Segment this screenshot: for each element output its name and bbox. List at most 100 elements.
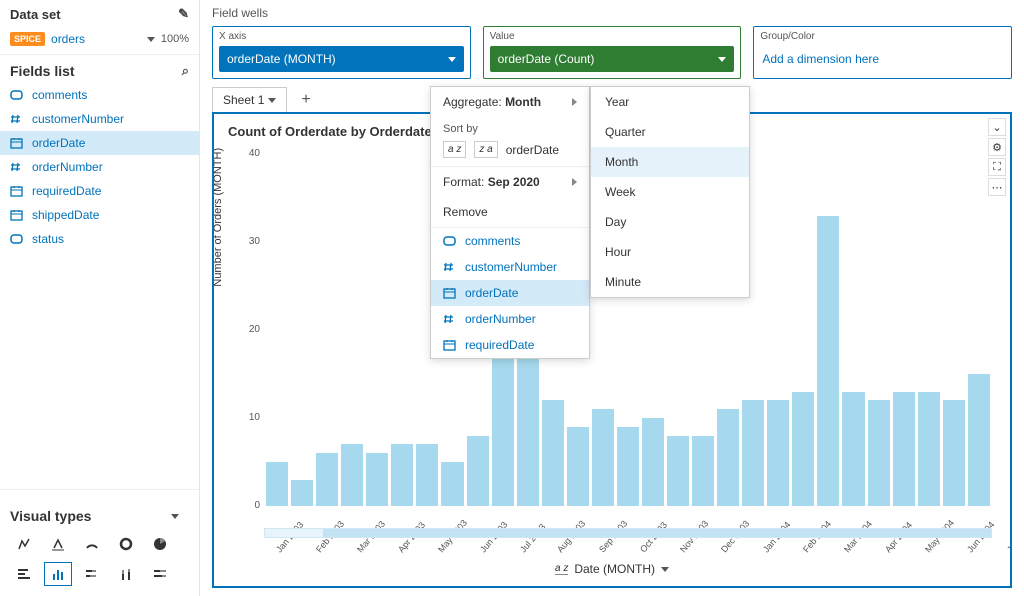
date-icon <box>443 339 457 351</box>
chevron-down-icon[interactable] <box>448 57 456 62</box>
hash-icon <box>443 313 457 325</box>
vis-vbar[interactable] <box>44 562 72 586</box>
hash-icon <box>10 112 24 126</box>
bar[interactable] <box>842 392 864 506</box>
group-placeholder[interactable]: Add a dimension here <box>760 46 1005 72</box>
granularity-quarter[interactable]: Quarter <box>591 117 749 147</box>
bar[interactable] <box>767 400 789 506</box>
aggregate-row[interactable]: Aggregate: Month <box>431 87 589 117</box>
granularity-day[interactable]: Day <box>591 207 749 237</box>
bar[interactable] <box>742 400 764 506</box>
field-orderDate[interactable]: orderDate <box>0 131 199 155</box>
dataset-label: Data set <box>10 7 61 22</box>
bar[interactable] <box>266 462 288 506</box>
value-pill[interactable]: orderDate (Count) <box>490 46 735 72</box>
granularity-month[interactable]: Month <box>591 147 749 177</box>
bar[interactable] <box>667 436 689 506</box>
bar[interactable] <box>341 444 363 506</box>
granularity-minute[interactable]: Minute <box>591 267 749 297</box>
bar[interactable] <box>918 392 940 506</box>
date-icon <box>443 287 457 299</box>
bar[interactable] <box>642 418 664 506</box>
chevron-down-icon[interactable] <box>268 98 276 103</box>
vis-gauge[interactable] <box>78 532 106 556</box>
bar[interactable] <box>817 216 839 506</box>
dd-field-customerNumber[interactable]: customerNumber <box>431 254 589 280</box>
field-status[interactable]: status <box>0 227 199 251</box>
bar[interactable] <box>492 348 514 506</box>
chevron-down-icon[interactable] <box>171 514 179 519</box>
bar[interactable] <box>542 400 564 506</box>
bar[interactable] <box>893 392 915 506</box>
field-requiredDate[interactable]: requiredDate <box>0 179 199 203</box>
bar[interactable] <box>943 400 965 506</box>
remove-row[interactable]: Remove <box>431 197 589 227</box>
bar[interactable] <box>717 409 739 506</box>
chevron-down-icon[interactable] <box>718 57 726 62</box>
dd-field-requiredDate[interactable]: requiredDate <box>431 332 589 358</box>
vis-donut[interactable] <box>112 532 140 556</box>
more-icon[interactable]: ⋯ <box>988 178 1006 196</box>
chevron-right-icon <box>572 98 577 106</box>
bar[interactable] <box>391 444 413 506</box>
sort-asc-icon[interactable]: a z <box>555 563 568 575</box>
bar[interactable] <box>592 409 614 506</box>
bar[interactable] <box>692 436 714 506</box>
bar[interactable] <box>567 427 589 506</box>
bar[interactable] <box>316 453 338 506</box>
chevron-down-icon[interactable] <box>661 567 669 572</box>
chevron-right-icon <box>572 178 577 186</box>
bar[interactable] <box>868 400 890 506</box>
bar[interactable] <box>617 427 639 506</box>
fields-list: commentscustomerNumberorderDateorderNumb… <box>0 83 199 251</box>
bar[interactable] <box>968 374 990 506</box>
dd-field-orderDate[interactable]: orderDate <box>431 280 589 306</box>
vis-pie[interactable] <box>146 532 174 556</box>
add-tab-button[interactable]: + <box>295 89 316 111</box>
bar[interactable] <box>467 436 489 506</box>
sort-desc-button[interactable]: z a <box>474 141 497 158</box>
granularity-year[interactable]: Year <box>591 87 749 117</box>
sort-asc-button[interactable]: a z <box>443 141 466 158</box>
field-wells-label: Field wells <box>200 0 1024 26</box>
bar[interactable] <box>441 462 463 506</box>
xaxis-pill[interactable]: orderDate (MONTH) <box>219 46 464 72</box>
xaxis-well[interactable]: X axis orderDate (MONTH) <box>212 26 471 79</box>
expand-down-icon[interactable]: ⌄ <box>988 118 1006 136</box>
group-well[interactable]: Group/Color Add a dimension here <box>753 26 1012 79</box>
dataset-name[interactable]: orders <box>51 32 141 46</box>
text-icon <box>443 235 457 247</box>
dataset-row[interactable]: SPICE orders 100% <box>0 28 199 50</box>
bar[interactable] <box>366 453 388 506</box>
field-orderNumber[interactable]: orderNumber <box>0 155 199 179</box>
group-title: Group/Color <box>760 31 1005 42</box>
search-icon[interactable]: ⌕ <box>182 63 189 79</box>
vis-autograph[interactable] <box>10 532 38 556</box>
dd-field-orderNumber[interactable]: orderNumber <box>431 306 589 332</box>
vis-hbar[interactable] <box>10 562 38 586</box>
data-zoom-slider[interactable] <box>264 528 992 538</box>
format-row[interactable]: Format: Sep 2020 <box>431 166 589 197</box>
granularity-hour[interactable]: Hour <box>591 237 749 267</box>
bar[interactable] <box>416 444 438 506</box>
bar[interactable] <box>291 480 313 506</box>
date-icon <box>10 136 24 150</box>
field-customerNumber[interactable]: customerNumber <box>0 107 199 131</box>
chevron-down-icon[interactable] <box>147 37 155 42</box>
tab-sheet-1[interactable]: Sheet 1 <box>212 87 287 112</box>
vis-hbar-100[interactable] <box>146 562 174 586</box>
field-comments[interactable]: comments <box>0 83 199 107</box>
hash-icon <box>443 261 457 273</box>
bar[interactable] <box>792 392 814 506</box>
gear-icon[interactable]: ⚙ <box>988 138 1006 156</box>
granularity-week[interactable]: Week <box>591 177 749 207</box>
vis-kpi[interactable] <box>44 532 72 556</box>
xaxis-title-row[interactable]: a z Date (MONTH) <box>555 562 669 576</box>
edit-icon[interactable]: ✎ <box>178 6 189 22</box>
value-well[interactable]: Value orderDate (Count) <box>483 26 742 79</box>
maximize-icon[interactable]: ⛶ <box>988 158 1006 176</box>
vis-vbar-stacked[interactable] <box>112 562 140 586</box>
vis-hbar-stacked[interactable] <box>78 562 106 586</box>
field-shippedDate[interactable]: shippedDate <box>0 203 199 227</box>
dd-field-comments[interactable]: comments <box>431 228 589 254</box>
